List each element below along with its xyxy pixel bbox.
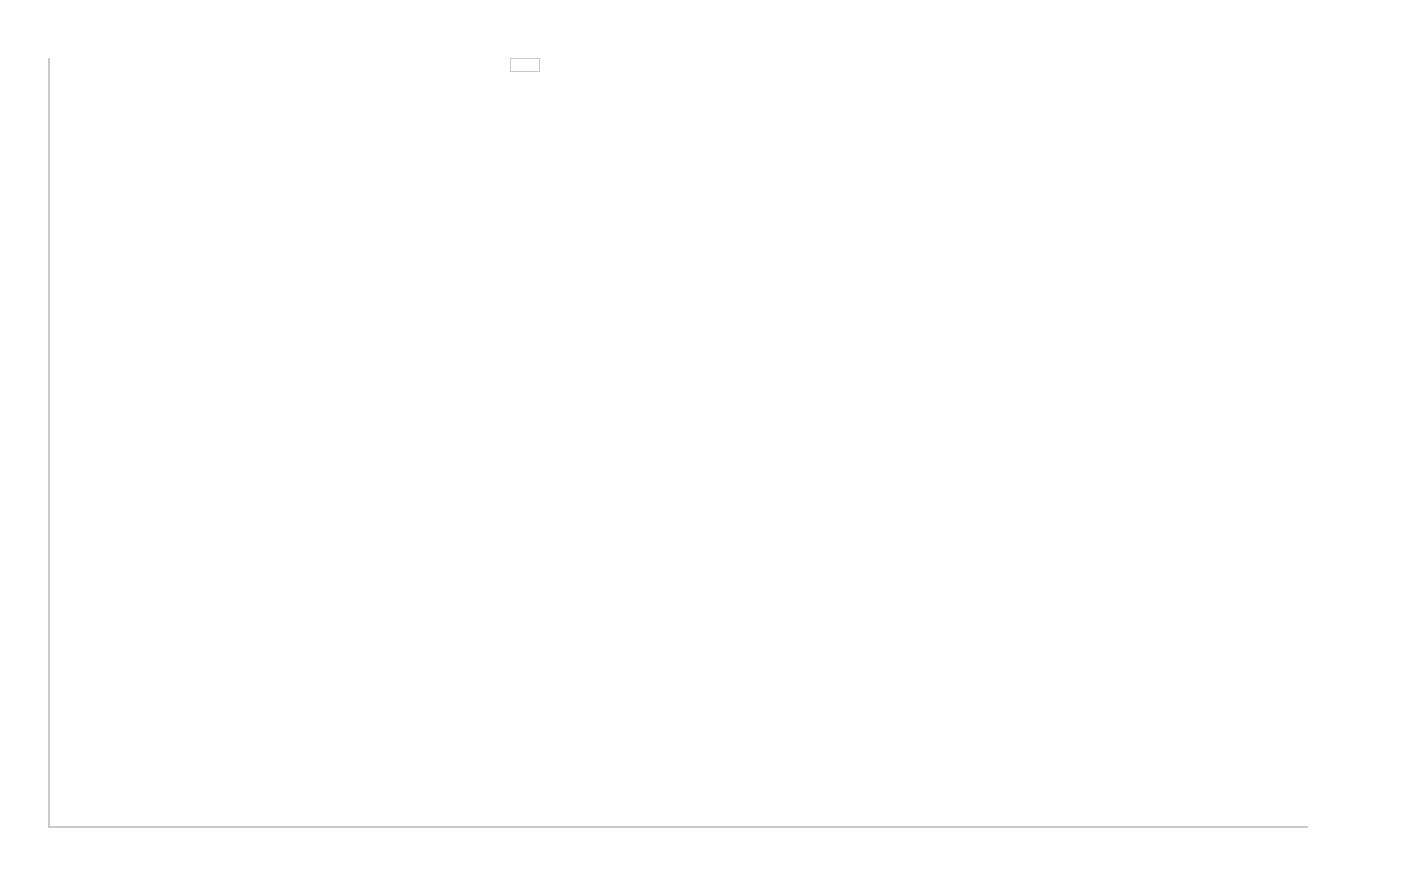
chart-container (48, 58, 1378, 828)
chart-header (0, 0, 1406, 20)
legend-correlation (510, 58, 540, 72)
plot-area (48, 58, 1308, 828)
trend-lines (50, 58, 1310, 828)
